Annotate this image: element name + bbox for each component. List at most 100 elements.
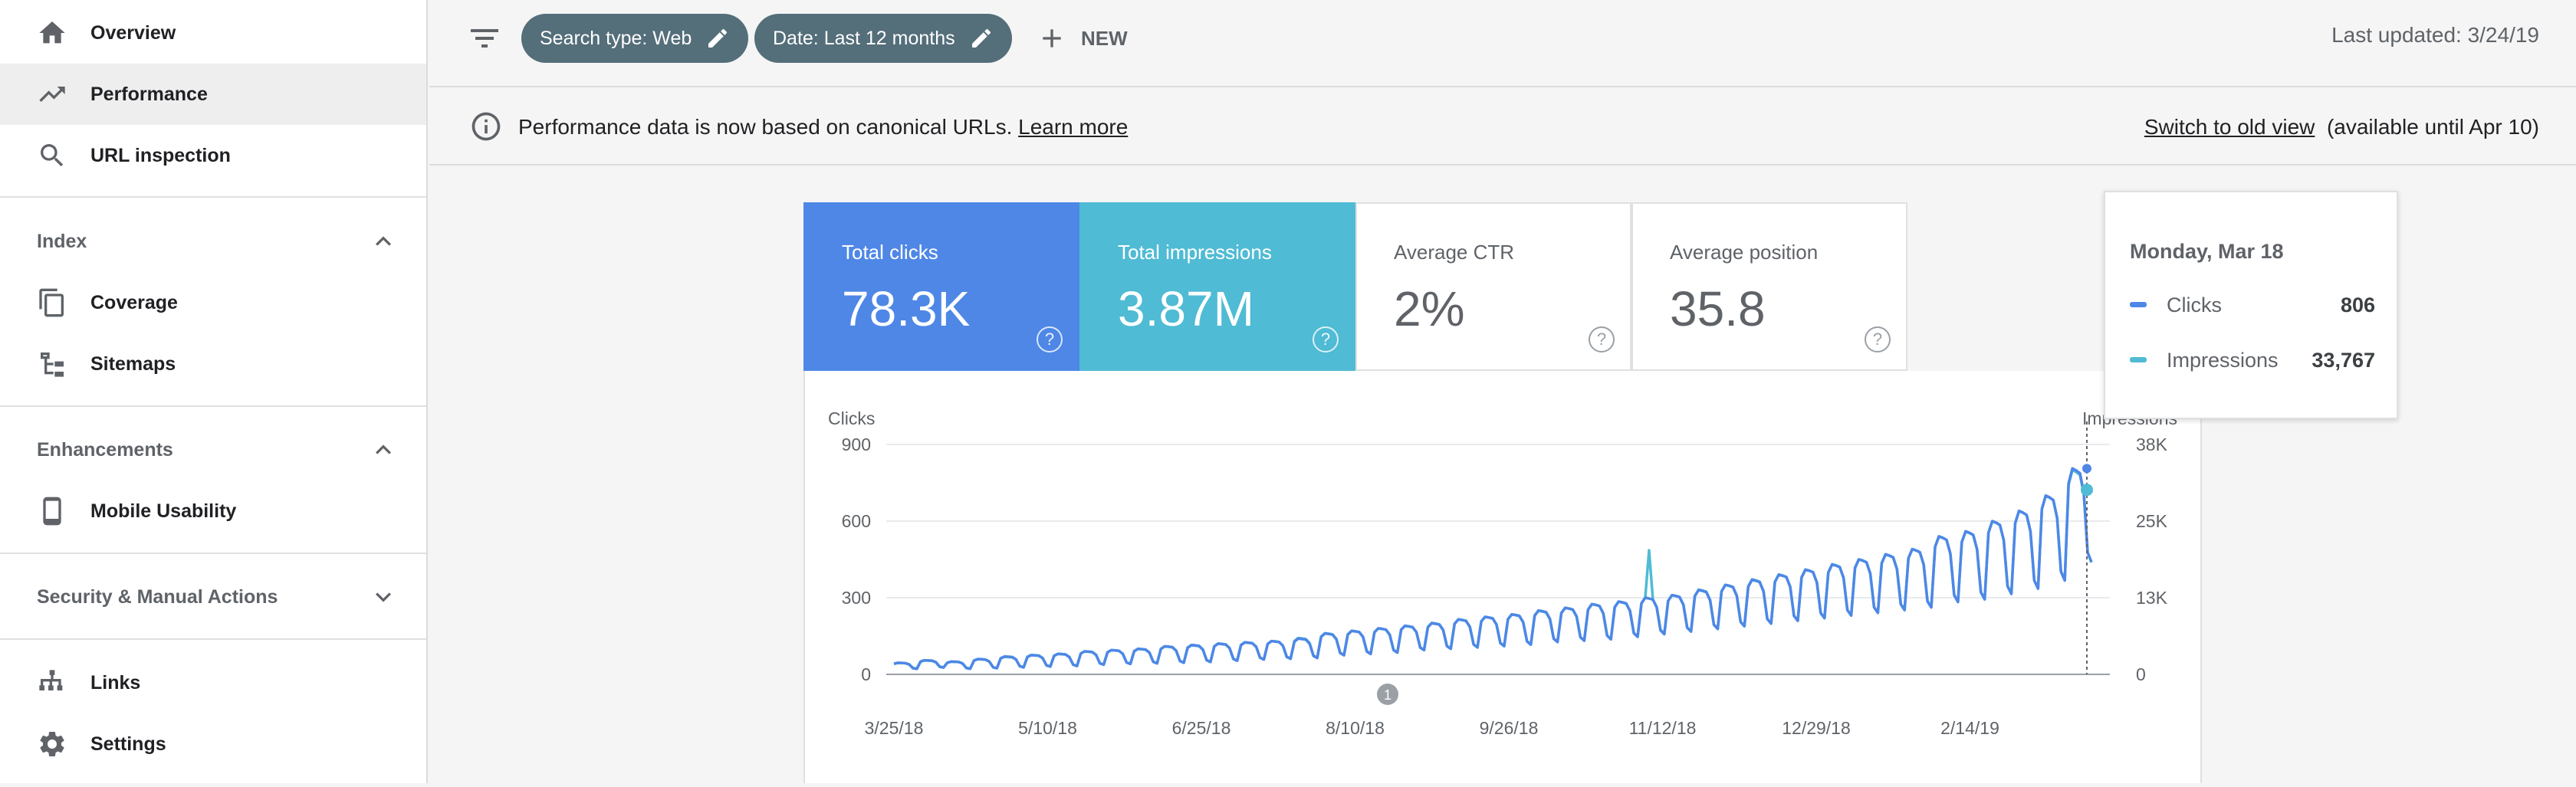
sidebar-item-sitemaps[interactable]: Sitemaps	[0, 333, 426, 395]
switch-old-view-link[interactable]: Switch to old view	[2144, 115, 2315, 139]
help-icon[interactable]: ?	[1589, 326, 1615, 353]
sidebar-item-label: Overview	[90, 21, 176, 44]
x-tick-label: 8/10/18	[1326, 718, 1385, 738]
chart-tooltip: Monday, Mar 18 Clicks 806 Impressions 33…	[2104, 191, 2398, 419]
x-tick-label: 3/25/18	[865, 718, 924, 738]
trending-up-icon	[34, 76, 71, 113]
learn-more-link[interactable]: Learn more	[1018, 115, 1129, 139]
tooltip-row-name: Clicks	[2167, 293, 2222, 316]
chip-label: Search type: Web	[540, 27, 692, 49]
sitemap-icon	[34, 346, 71, 382]
x-tick-label: 9/26/18	[1480, 718, 1539, 738]
right-tick-label: 25K	[2136, 511, 2168, 531]
banner-text: Performance data is now based on canonic…	[518, 115, 1013, 139]
sidebar-divider	[0, 638, 426, 640]
impressions-line	[893, 468, 2093, 671]
switch-note: (available until Apr 10)	[2326, 115, 2539, 139]
copy-icon	[34, 284, 71, 321]
links-icon	[34, 664, 71, 701]
edit-icon	[969, 26, 994, 51]
metric-card-clicks[interactable]: Total clicks 78.3K ?	[803, 202, 1079, 371]
x-tick-label: 6/25/18	[1172, 718, 1231, 738]
tooltip-row-impressions: Impressions 33,767	[2130, 344, 2375, 375]
annotation-label: 1	[1384, 687, 1392, 703]
left-tick-label: 300	[842, 588, 871, 608]
sidebar-item-performance[interactable]: Performance	[0, 64, 426, 125]
hover-point-impressions	[2081, 484, 2093, 497]
tooltip-row-name: Impressions	[2167, 349, 2279, 372]
filter-chip-search-type[interactable]: Search type: Web	[521, 14, 749, 63]
banner-message: Performance data is now based on canonic…	[518, 115, 1128, 139]
sidebar-divider	[0, 553, 426, 554]
sidebar-divider	[0, 196, 426, 198]
tooltip-row-value: 806	[2340, 293, 2375, 316]
chevron-up-icon	[368, 226, 399, 257]
right-tick-label: 0	[2136, 664, 2146, 684]
clicks-line	[893, 467, 2093, 671]
metric-card-position[interactable]: Average position 35.8 ?	[1631, 202, 1907, 371]
home-icon	[34, 15, 71, 51]
sidebar-item-label: Settings	[90, 733, 166, 755]
help-icon[interactable]: ?	[1865, 326, 1891, 353]
annotation-marker	[1377, 684, 1398, 705]
sidebar-item-label: URL inspection	[90, 144, 231, 166]
sidebar-item-mobile-usability[interactable]: Mobile Usability	[0, 480, 426, 542]
sidebar-item-label: Performance	[90, 83, 208, 105]
metric-card-ctr[interactable]: Average CTR 2% ?	[1355, 202, 1631, 371]
chart-svg: ClicksImpressions900600300038K25K13K03/2…	[828, 408, 2177, 738]
section-security[interactable]: Security & Manual Actions	[0, 566, 426, 628]
tooltip-row-value: 33,767	[2312, 349, 2375, 372]
sidebar-divider	[0, 405, 426, 407]
clicks-swatch	[2130, 302, 2147, 307]
section-label: Index	[37, 230, 87, 252]
switch-view: Switch to old view (available until Apr …	[2144, 115, 2539, 139]
sidebar-item-label: Coverage	[90, 291, 178, 313]
info-banner	[429, 89, 2576, 166]
help-icon[interactable]: ?	[1313, 326, 1339, 353]
metric-label: Average position	[1670, 241, 1819, 264]
hover-point-clicks	[2082, 464, 2091, 474]
edit-icon	[705, 26, 730, 51]
metric-label: Total clicks	[842, 241, 938, 264]
x-tick-label: 11/12/18	[1629, 718, 1697, 738]
x-tick-label: 2/14/19	[1940, 718, 1999, 738]
help-icon[interactable]: ?	[1037, 326, 1063, 353]
section-enhancements[interactable]: Enhancements	[0, 419, 426, 480]
sidebar-item-settings[interactable]: Settings	[0, 713, 426, 775]
sidebar: Overview Performance URL inspection Inde…	[0, 0, 428, 783]
right-tick-label: 13K	[2136, 588, 2168, 608]
metric-label: Average CTR	[1394, 241, 1515, 264]
filter-chip-date[interactable]: Date: Last 12 months	[754, 14, 1012, 63]
info-icon	[469, 110, 503, 143]
chevron-up-icon	[368, 434, 399, 465]
tooltip-date: Monday, Mar 18	[2130, 240, 2284, 263]
phone-icon	[34, 493, 71, 530]
last-updated: Last updated: 3/24/19	[2331, 23, 2539, 47]
left-tick-label: 0	[861, 664, 871, 684]
sidebar-item-coverage[interactable]: Coverage	[0, 272, 426, 333]
metric-value: 3.87M	[1118, 281, 1254, 336]
x-tick-label: 5/10/18	[1018, 718, 1077, 738]
metric-value: 35.8	[1670, 281, 1766, 336]
search-icon	[34, 137, 71, 174]
plus-icon	[1043, 29, 1061, 48]
gear-icon	[34, 726, 71, 762]
toolbar	[429, 0, 2576, 87]
impressions-swatch	[2130, 357, 2147, 362]
metric-label: Total impressions	[1118, 241, 1272, 264]
sidebar-item-label: Mobile Usability	[90, 500, 237, 522]
filter-icon[interactable]	[466, 20, 503, 57]
sidebar-item-url-inspection[interactable]: URL inspection	[0, 125, 426, 186]
new-label: NEW	[1081, 26, 1128, 50]
section-index[interactable]: Index	[0, 211, 426, 272]
section-label: Security & Manual Actions	[37, 585, 278, 608]
chip-label: Date: Last 12 months	[773, 27, 955, 49]
sidebar-item-links[interactable]: Links	[0, 652, 426, 713]
chevron-down-icon	[368, 582, 399, 612]
sidebar-item-overview[interactable]: Overview	[0, 2, 426, 64]
left-axis-title: Clicks	[828, 408, 875, 428]
left-tick-label: 600	[842, 511, 871, 531]
metric-value: 2%	[1394, 281, 1465, 336]
metric-card-impressions[interactable]: Total impressions 3.87M ?	[1079, 202, 1355, 371]
new-filter-button[interactable]: NEW	[1037, 18, 1128, 58]
